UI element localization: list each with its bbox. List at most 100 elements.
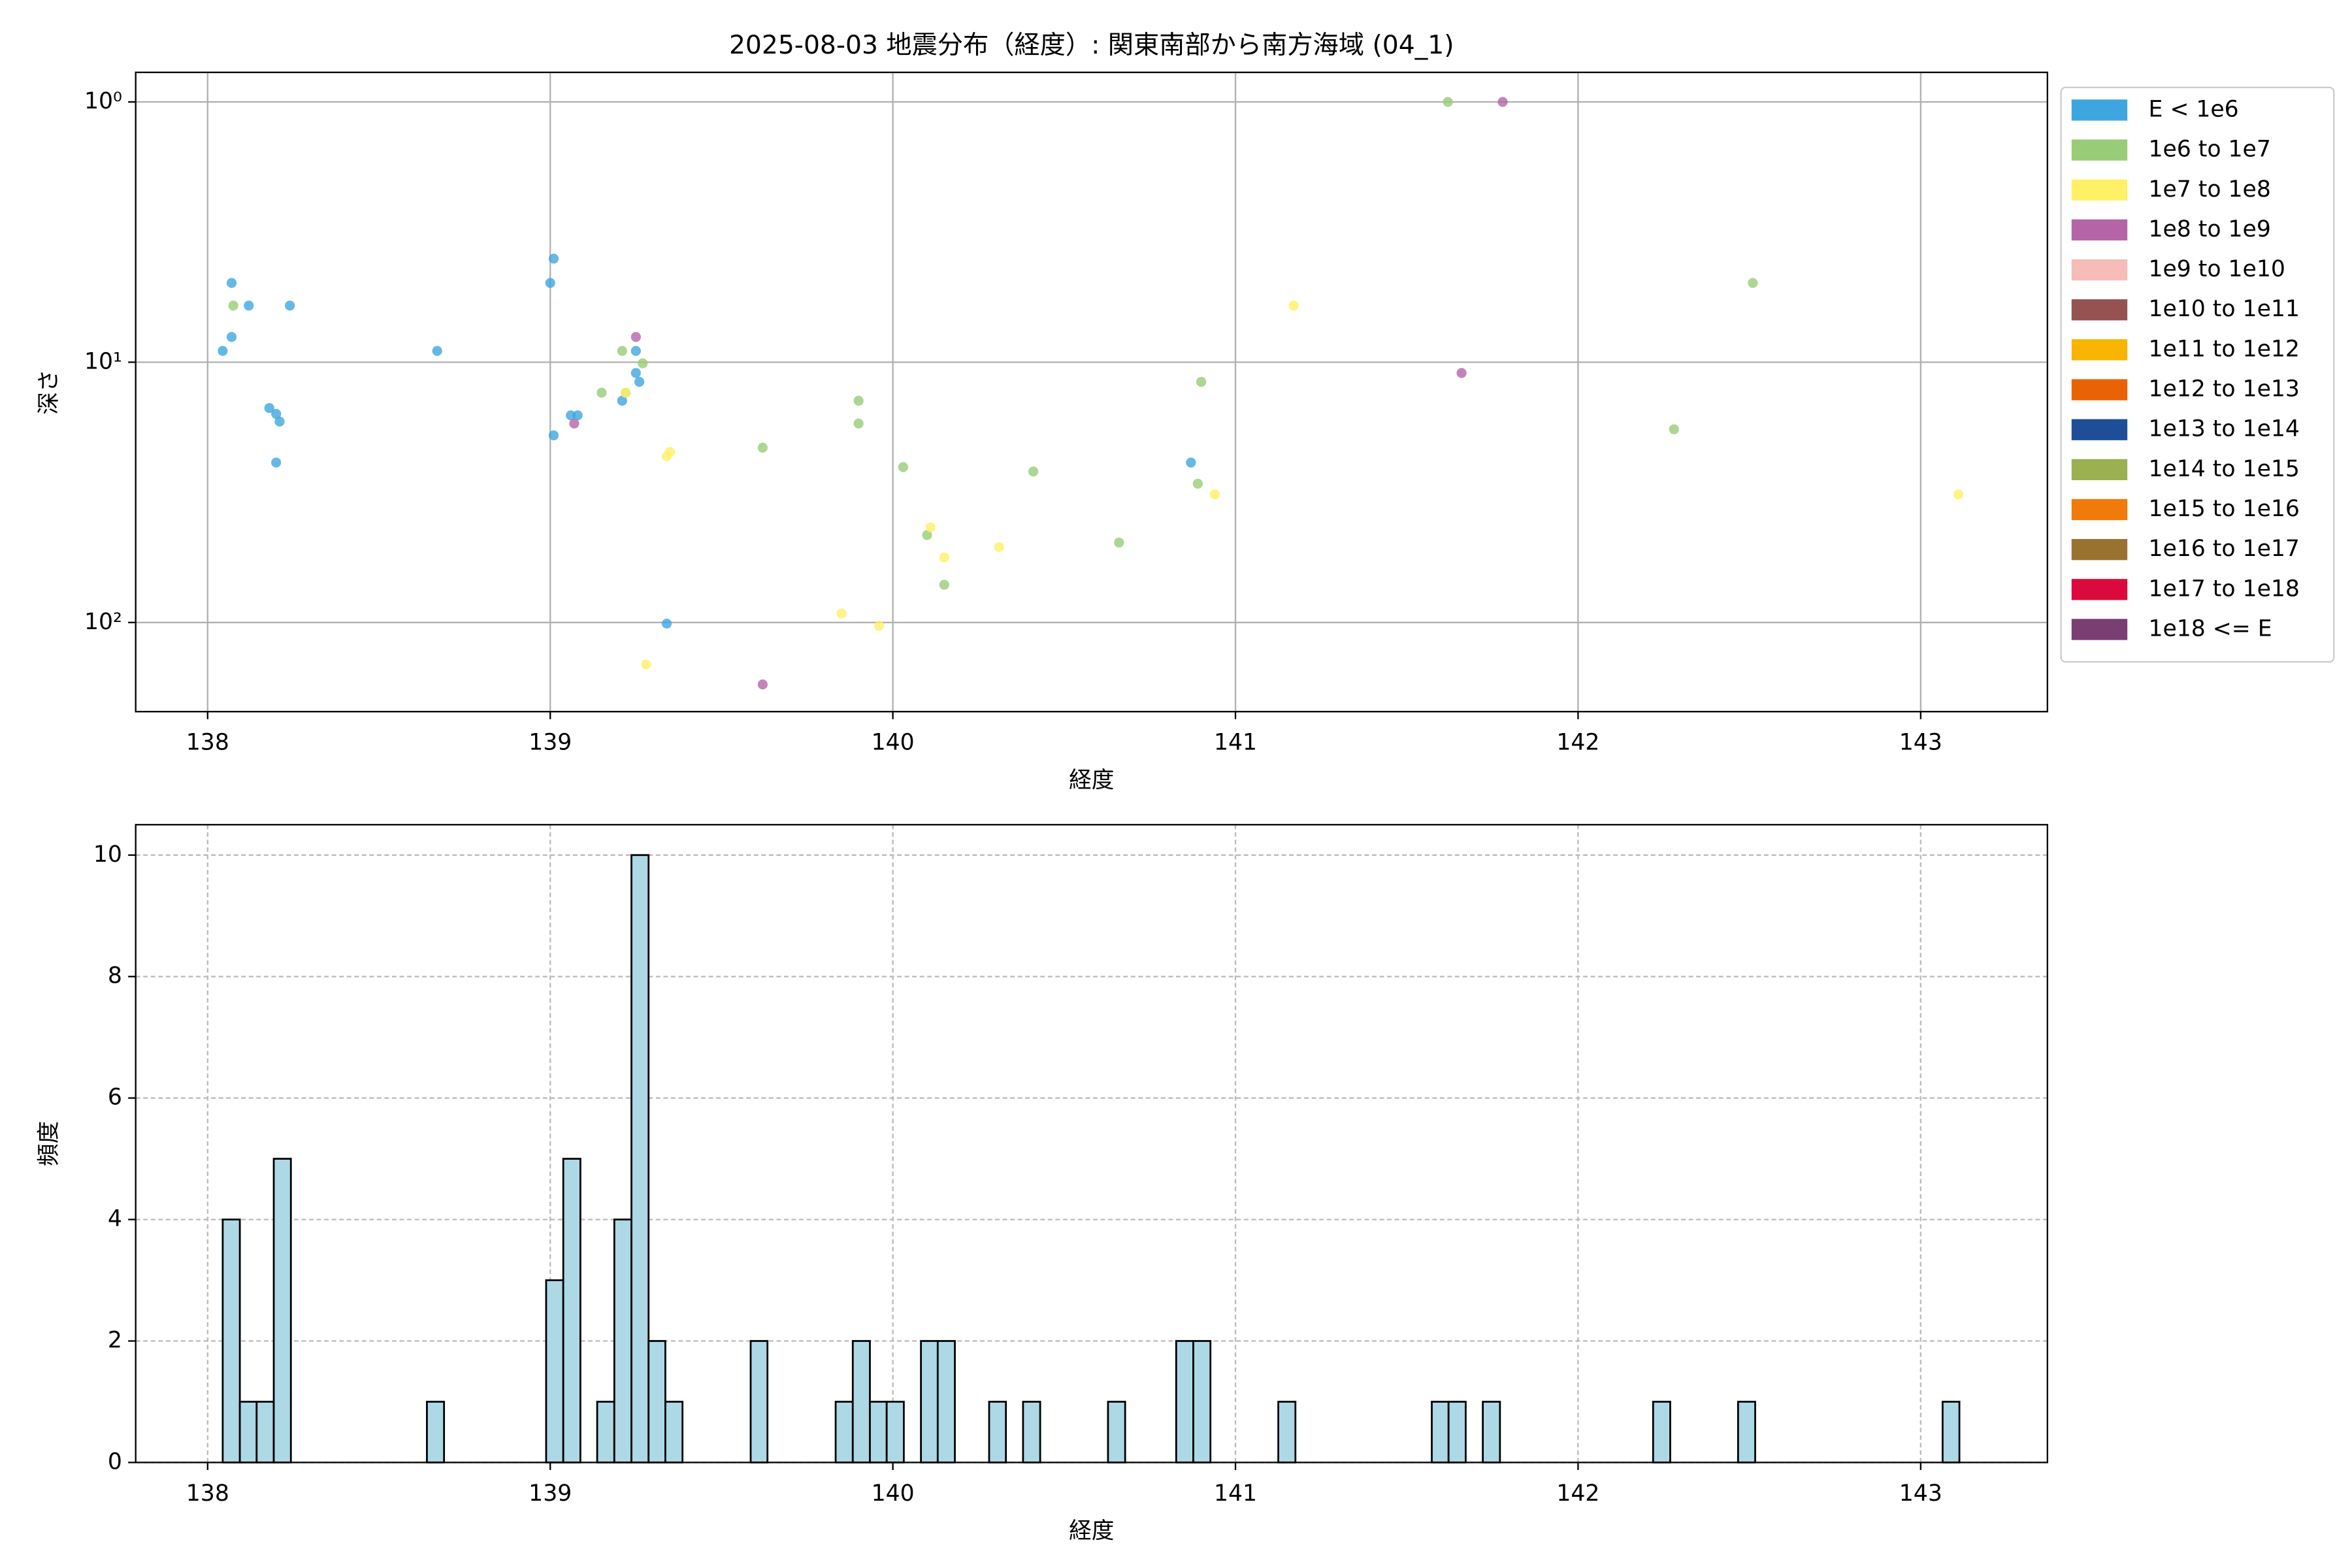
y-tick-label: 8 [108, 963, 122, 989]
legend-label: 1e13 to 1e14 [2148, 416, 2299, 442]
legend-swatch [2071, 498, 2128, 521]
data-point [226, 332, 237, 342]
data-point [757, 442, 768, 453]
data-point [572, 410, 583, 421]
data-point [638, 358, 648, 368]
legend-label: 1e11 to 1e12 [2148, 336, 2299, 362]
plot-frame [135, 824, 2048, 1463]
x-tick-label: 143 [1899, 730, 1942, 756]
histogram-bar [596, 1401, 615, 1463]
legend-box [2060, 86, 2335, 663]
data-point [661, 618, 672, 629]
data-point [757, 679, 768, 690]
histogram-bar [834, 1401, 854, 1463]
x-tick-label: 139 [529, 730, 572, 756]
data-point [1953, 489, 1964, 500]
histogram-bar [988, 1401, 1007, 1463]
data-point [836, 608, 847, 619]
data-point [922, 530, 932, 540]
legend-label: 1e14 to 1e15 [2148, 456, 2299, 482]
data-point [634, 376, 645, 387]
legend-label: 1e6 to 1e7 [2148, 137, 2270, 163]
legend-swatch [2071, 579, 2128, 600]
data-point [939, 580, 949, 590]
histogram-bar [1175, 1340, 1194, 1463]
histogram-bar [1447, 1401, 1467, 1463]
data-point [274, 416, 285, 427]
y-tick-label: 0 [108, 1448, 122, 1475]
legend-swatch [2071, 99, 2128, 121]
legend-label: 1e9 to 1e10 [2148, 256, 2285, 282]
data-point [596, 387, 607, 398]
histogram-bar [1652, 1401, 1671, 1463]
histogram-bar [869, 1401, 888, 1463]
legend-swatch [2071, 419, 2128, 440]
data-point [853, 418, 864, 429]
x-axis-label: 経度 [1069, 767, 1114, 793]
legend-label: 1e8 to 1e9 [2148, 216, 2270, 242]
data-point [545, 278, 555, 288]
histogram-bar [1941, 1401, 1961, 1463]
data-point [271, 408, 282, 419]
histogram-bar [630, 854, 650, 1463]
chart-title: 2025-08-03 地震分布（経度）: 関東南部から南方海域 (04_1) [729, 31, 1454, 60]
data-point [925, 522, 936, 532]
data-point [1456, 368, 1467, 378]
x-tick-label: 140 [872, 730, 915, 756]
histogram-bar [885, 1401, 905, 1463]
legend-swatch [2071, 179, 2128, 201]
legend-label: E < 1e6 [2148, 96, 2238, 122]
data-point [1114, 537, 1124, 548]
legend-label: 1e18 <= E [2148, 615, 2272, 642]
legend-swatch [2071, 339, 2128, 361]
data-point [1669, 424, 1679, 434]
y-tick-label: 2 [108, 1328, 122, 1354]
data-point [1028, 466, 1039, 477]
data-point [226, 278, 237, 288]
x-tick-label: 138 [186, 1480, 229, 1507]
data-point [1186, 457, 1196, 468]
data-point [994, 542, 1004, 552]
legend-swatch [2071, 539, 2128, 561]
data-point [630, 332, 641, 342]
legend-swatch [2071, 219, 2128, 241]
histogram-bar [664, 1401, 684, 1463]
data-point [271, 457, 282, 468]
legend-swatch [2071, 459, 2128, 480]
histogram-bar [562, 1158, 581, 1463]
x-tick-label: 141 [1214, 1480, 1257, 1507]
x-tick-label: 140 [872, 1480, 915, 1507]
data-point [620, 387, 631, 398]
data-point [630, 346, 641, 356]
legend-swatch [2071, 619, 2128, 640]
histogram-bar [1107, 1401, 1126, 1463]
legend-label: 1e17 to 1e18 [2148, 576, 2299, 602]
histogram-bar [1482, 1401, 1501, 1463]
data-point [1192, 478, 1203, 489]
y-axis-label: 深さ [36, 369, 62, 414]
histogram-bar [545, 1279, 564, 1463]
data-point [1443, 97, 1453, 107]
x-tick-label: 139 [529, 1480, 572, 1507]
histogram-bar [920, 1340, 939, 1463]
histogram-bar [221, 1218, 241, 1463]
y-axis-label: 頻度 [36, 1121, 62, 1166]
histogram-bar [1431, 1401, 1450, 1463]
x-tick-label: 142 [1556, 730, 1599, 756]
data-point [617, 346, 627, 356]
data-point [939, 552, 949, 563]
x-tick-label: 138 [186, 730, 229, 756]
data-point [617, 395, 627, 406]
histogram-bar [238, 1401, 258, 1463]
legend-label: 1e15 to 1e16 [2148, 496, 2299, 522]
legend-label: 1e12 to 1e13 [2148, 376, 2299, 402]
data-point [244, 301, 254, 311]
data-point [874, 621, 885, 631]
histogram-bar [1192, 1340, 1212, 1463]
data-point [1748, 278, 1758, 288]
histogram-bar [1737, 1401, 1756, 1463]
legend-swatch [2071, 139, 2128, 161]
y-tick-label: 4 [108, 1206, 122, 1232]
